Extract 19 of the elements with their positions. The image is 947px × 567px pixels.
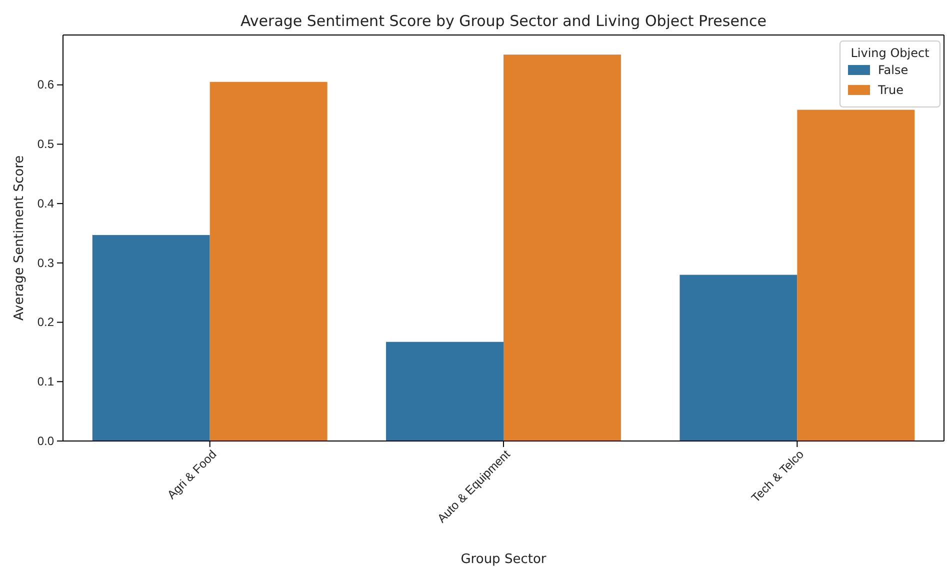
y-tick-label: 0.1 xyxy=(37,374,54,388)
legend-label: False xyxy=(878,63,908,77)
y-tick-label: 0.5 xyxy=(37,137,54,152)
y-tick-label: 0.0 xyxy=(37,434,54,448)
x-axis-title: Group Sector xyxy=(460,552,547,567)
y-axis-title: Average Sentiment Score xyxy=(12,155,27,321)
bar xyxy=(504,54,621,441)
legend-label: True xyxy=(877,83,904,97)
bar xyxy=(92,235,210,441)
y-tick-label: 0.6 xyxy=(37,78,54,92)
bar xyxy=(680,274,798,441)
bar xyxy=(386,342,504,441)
y-tick-label: 0.2 xyxy=(37,315,54,330)
chart-title: Average Sentiment Score by Group Sector and Living Object Presence xyxy=(240,12,766,30)
y-tick-label: 0.3 xyxy=(37,256,54,270)
bar xyxy=(797,110,915,441)
y-tick-label: 0.4 xyxy=(37,196,54,210)
bar xyxy=(210,82,328,441)
legend-title: Living Object xyxy=(850,46,930,60)
